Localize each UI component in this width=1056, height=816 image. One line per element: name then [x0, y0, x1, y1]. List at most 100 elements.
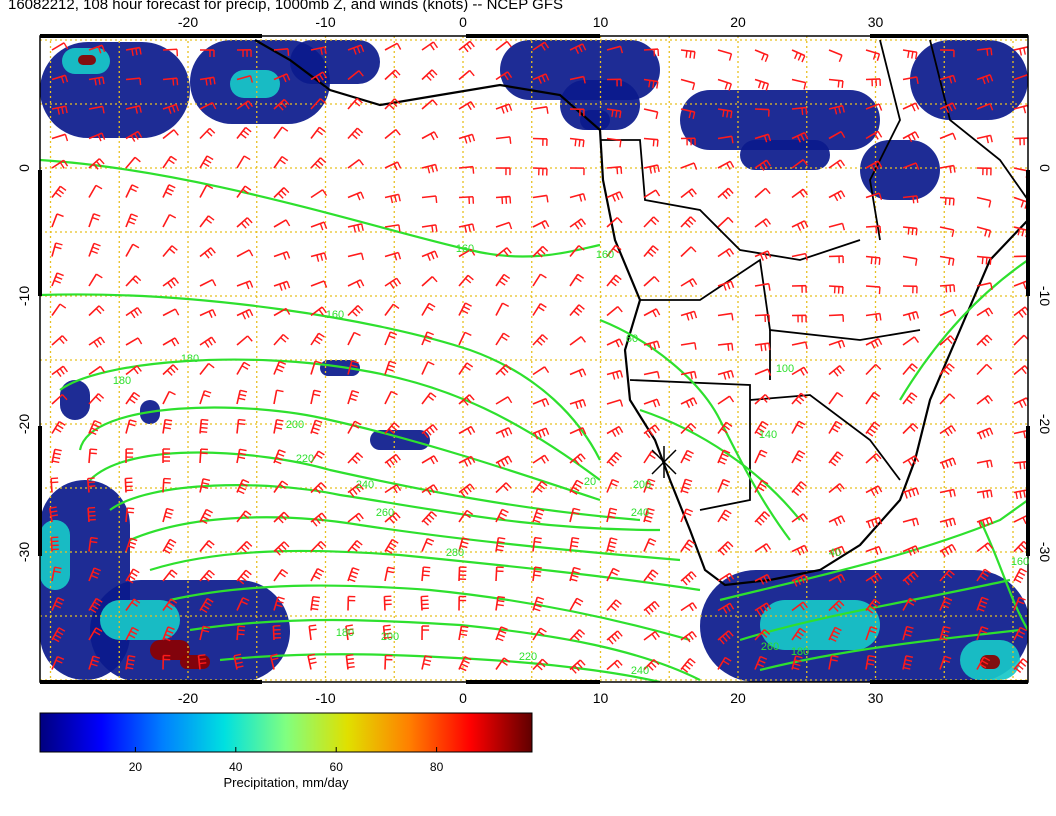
wind-barb	[643, 78, 658, 83]
wind-barb	[680, 602, 694, 612]
wind-barb	[791, 574, 805, 582]
wind-barb	[458, 455, 472, 464]
wind-barb	[606, 191, 621, 199]
wind-barb	[384, 422, 395, 435]
wind-barb	[495, 596, 499, 611]
wind-barb	[495, 364, 507, 376]
wind-barb	[421, 566, 425, 582]
wind-barb	[754, 108, 770, 111]
frame-ticks	[38, 34, 1030, 684]
wind-barb	[495, 482, 507, 494]
coastlines	[254, 39, 1028, 587]
wind-barb	[236, 308, 250, 317]
wind-barb	[495, 427, 510, 435]
wind-barb	[310, 332, 320, 346]
wind-barb	[791, 481, 802, 494]
wind-barb	[865, 391, 875, 405]
wind-barb	[939, 656, 946, 670]
wind-barb	[310, 419, 317, 434]
wind-barb	[791, 78, 806, 84]
wind-barb	[680, 216, 692, 228]
wind-barb	[828, 190, 842, 199]
wind-barb	[162, 184, 170, 198]
wind-barb	[458, 537, 464, 552]
wind-barb	[754, 342, 769, 346]
wind-barb	[88, 184, 97, 198]
wind-barb	[532, 273, 542, 287]
wind-barb	[421, 250, 436, 258]
wind-barb	[347, 191, 362, 199]
wind-barb	[51, 627, 60, 641]
contour-value: 260	[376, 507, 394, 519]
wind-barb	[273, 569, 283, 582]
wind-barb	[421, 484, 435, 494]
wind-barb	[643, 216, 655, 228]
wind-barb	[976, 334, 988, 346]
wind-barb	[1013, 74, 1028, 81]
wind-barb	[532, 567, 536, 582]
wind-barb	[421, 655, 426, 670]
wind-barb	[939, 164, 954, 169]
wind-barb	[643, 631, 656, 641]
wind-barb	[569, 218, 582, 228]
wind-barb	[88, 44, 103, 51]
wind-barb	[421, 424, 434, 435]
wind-barb	[273, 98, 285, 110]
wind-barb	[606, 425, 620, 435]
wind-barb	[791, 655, 797, 670]
wind-barb	[125, 507, 128, 523]
wind-barb	[680, 658, 691, 671]
wind-barb	[791, 601, 804, 612]
wind-barb	[162, 77, 178, 81]
wind-barb	[458, 483, 471, 494]
wind-barb	[273, 511, 285, 523]
wind-barb	[421, 455, 435, 464]
wind-barb	[88, 448, 91, 464]
wind-barb	[125, 184, 133, 198]
wind-barb	[88, 243, 95, 257]
wind-barb	[273, 187, 285, 199]
wind-barb	[569, 567, 575, 582]
wind-barb	[532, 480, 543, 493]
lon-tick-top: 20	[730, 14, 746, 30]
wind-barb	[643, 659, 655, 671]
wind-barb	[754, 368, 769, 376]
colorbar	[39, 712, 533, 753]
wind-barb	[495, 103, 510, 110]
wind-barb	[269, 655, 275, 670]
wind-barb	[791, 220, 805, 228]
wind-barb	[754, 78, 769, 85]
wind-barb	[273, 480, 283, 493]
wind-barb	[236, 185, 246, 198]
wind-barb	[421, 361, 429, 375]
wind-barb	[51, 213, 58, 228]
wind-barb	[976, 134, 991, 140]
wind-barb	[384, 303, 394, 316]
wind-barb	[88, 655, 94, 670]
contour-value: 200	[286, 419, 304, 431]
lat-tick-left: -20	[16, 414, 32, 434]
wind-barb	[273, 47, 289, 51]
wind-barb	[680, 188, 693, 199]
wind-barb	[902, 571, 915, 582]
wind-barb	[1013, 104, 1028, 110]
wind-barb	[532, 508, 539, 523]
wind-barb	[1013, 397, 1027, 405]
wind-barb	[902, 162, 917, 169]
wind-barb	[495, 247, 508, 258]
wind-barb	[791, 159, 804, 169]
wind-barb	[791, 188, 804, 199]
wind-barb	[680, 310, 695, 317]
wind-barb	[273, 307, 287, 317]
wind-barb	[643, 189, 657, 199]
contour-value: 100	[776, 363, 794, 375]
wind-barb	[680, 78, 695, 84]
wind-barb	[495, 71, 509, 81]
wind-barb	[162, 419, 166, 434]
wind-barb	[347, 360, 353, 375]
wind-barb	[384, 484, 398, 494]
wind-barb	[51, 42, 65, 51]
wind-barb	[717, 509, 726, 523]
wind-barb	[347, 252, 362, 258]
wind-barb	[88, 365, 101, 376]
